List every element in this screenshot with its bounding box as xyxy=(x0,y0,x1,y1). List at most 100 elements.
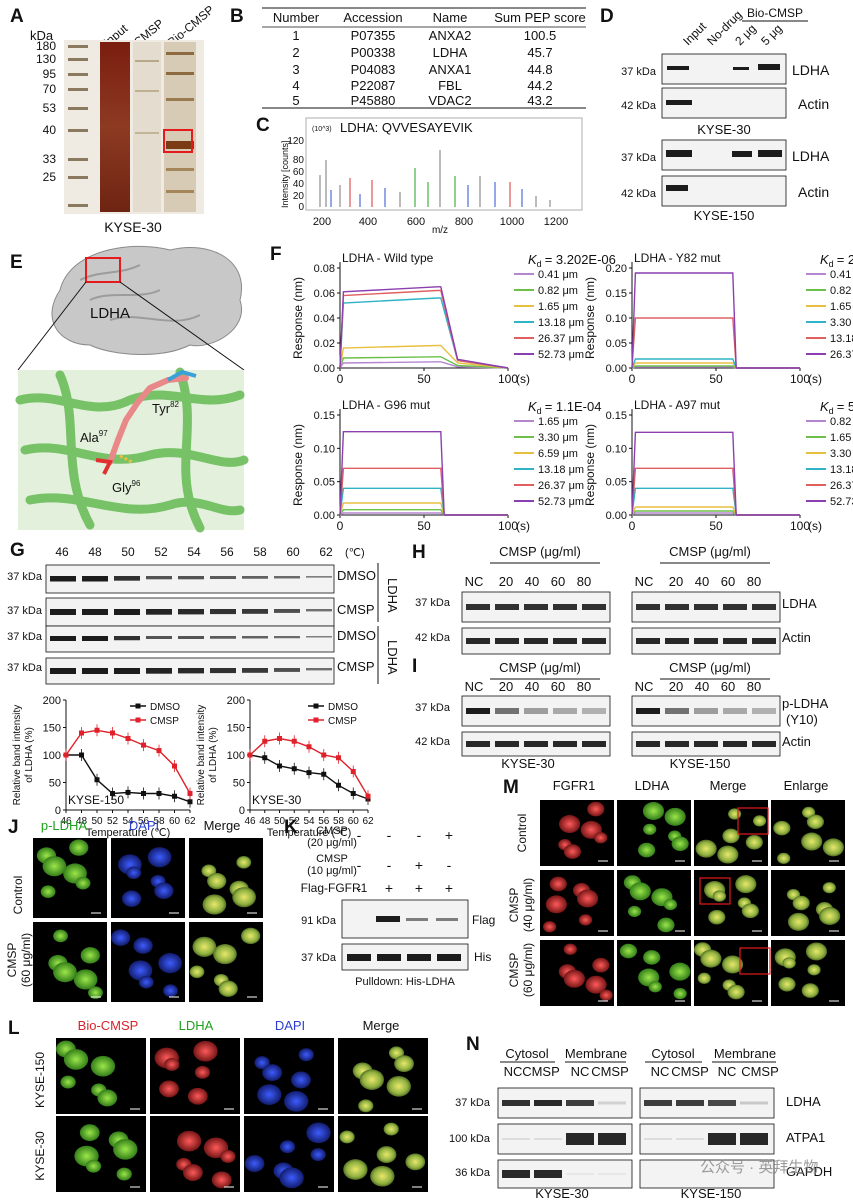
channel-label: LDHA xyxy=(635,778,670,793)
cell xyxy=(310,1148,326,1162)
band xyxy=(82,609,108,615)
band xyxy=(676,1138,704,1140)
x-unit-label: (s) xyxy=(516,372,530,386)
band xyxy=(242,576,268,579)
residue-label-gly: Gly96 xyxy=(112,479,141,495)
cell-line-label: KYSE-30 xyxy=(104,219,162,235)
cell xyxy=(193,1040,218,1062)
lane-label: 80 xyxy=(747,574,761,589)
legend-entry: 3.30 μm xyxy=(830,317,853,329)
legend-marker xyxy=(135,703,141,709)
band xyxy=(50,609,76,615)
band xyxy=(636,638,660,644)
channel-label-merge: Merge xyxy=(363,1018,400,1033)
cell xyxy=(164,1057,180,1071)
x-tick-label: 48 xyxy=(259,816,271,827)
table-cell: 100.5 xyxy=(524,28,557,43)
spectrum-y-label: Intensity [counts] xyxy=(280,140,290,208)
mw-label: 91 kDa xyxy=(301,915,337,927)
cell xyxy=(627,905,642,918)
cell xyxy=(619,943,638,959)
lane-label: NC xyxy=(465,679,484,694)
table-cell: P22087 xyxy=(351,78,396,93)
cell xyxy=(563,969,585,988)
y-tick-label: 0.05 xyxy=(606,477,627,489)
band xyxy=(146,636,172,639)
cell xyxy=(254,1056,270,1070)
condition-sign: - xyxy=(417,827,422,843)
cell xyxy=(383,1122,399,1136)
spectrum-x-label: m/z xyxy=(432,225,448,236)
channel-label-blue: DAPI xyxy=(275,1018,305,1033)
cell xyxy=(192,936,217,957)
panel-b: B Number Accession Name Sum PEP score 1 … xyxy=(230,6,586,109)
table-cell: 3 xyxy=(292,62,299,77)
series-line xyxy=(339,286,509,369)
cell xyxy=(111,929,131,946)
protein-label: Actin xyxy=(798,96,829,112)
condition-sign: - xyxy=(387,857,392,873)
kd-value: Kd= 2.4E-04 xyxy=(820,252,853,269)
protein-label: Actin xyxy=(782,734,811,749)
channel-label-red: Bio-CMSP xyxy=(78,1018,139,1033)
legend-entry: 13.18 μm xyxy=(830,333,853,345)
x-axis-label: Temperature (℃) xyxy=(86,827,171,839)
table-cell: 45.7 xyxy=(527,45,552,60)
marker-130: 130 xyxy=(36,52,56,66)
legend-entry: 1.65 μm xyxy=(538,416,578,428)
band xyxy=(178,576,204,580)
y-label-line: Relative band intensity xyxy=(196,705,207,806)
x-tick-label: 0 xyxy=(337,519,344,533)
cell xyxy=(657,917,675,933)
lane-label: CMSP xyxy=(591,1064,629,1079)
panel-label-j: J xyxy=(8,817,19,838)
kd-subscript: d xyxy=(829,406,834,416)
channel-label-green: p-LDHA xyxy=(41,818,88,833)
cell xyxy=(42,856,67,877)
bli-chart-a97: 0.00 0.05 0.10 0.15 0 50 100(s) Response (nm) LD… xyxy=(583,398,853,533)
band xyxy=(274,668,300,672)
band xyxy=(306,609,332,612)
kd-number: = 1.1E-04 xyxy=(545,399,602,414)
cell xyxy=(97,1089,118,1107)
cell xyxy=(187,1087,208,1105)
temp-label: 52 xyxy=(154,545,168,559)
cell xyxy=(664,807,686,826)
legend-entry: 1.65 μm xyxy=(830,432,853,444)
panel-m: M FGFR1 LDHA Merge Enlarge Control CMSP … xyxy=(503,777,845,1006)
temp-label: 56 xyxy=(220,545,234,559)
panel-label-h: H xyxy=(412,542,426,563)
zoom-box xyxy=(737,807,769,835)
cell xyxy=(126,866,142,880)
cell xyxy=(358,1099,374,1113)
lane-label: 5 μg xyxy=(758,22,785,49)
legend-entry: 0.82 μm xyxy=(830,285,853,297)
cell xyxy=(90,1055,116,1077)
cell xyxy=(563,943,577,955)
band xyxy=(178,609,204,615)
condition-label: (20 μg/ml) xyxy=(307,837,357,849)
condition-label: (10 μg/ml) xyxy=(307,865,357,877)
cell xyxy=(594,832,608,844)
kd-symbol: K xyxy=(820,252,830,267)
m-image-grid xyxy=(540,800,845,1006)
band xyxy=(752,604,776,610)
legend-entry: 26.37 μm xyxy=(538,333,584,345)
cell xyxy=(73,969,98,990)
panel-label-f: F xyxy=(270,244,282,265)
cell xyxy=(284,1090,309,1112)
condition-sign: + xyxy=(385,880,393,896)
channel-label: FGFR1 xyxy=(553,778,596,793)
band xyxy=(740,1101,768,1105)
series-line xyxy=(631,467,800,516)
band xyxy=(733,67,749,70)
band xyxy=(437,954,461,961)
residue-number: 97 xyxy=(99,429,108,438)
micrograph-blue xyxy=(111,838,185,918)
cell xyxy=(801,832,823,851)
cell xyxy=(147,847,172,868)
spectrum-title: LDHA: QVVESAYEVIK xyxy=(340,120,473,135)
panel-label-c: C xyxy=(256,115,270,136)
cell xyxy=(232,887,256,908)
cell xyxy=(708,909,726,925)
